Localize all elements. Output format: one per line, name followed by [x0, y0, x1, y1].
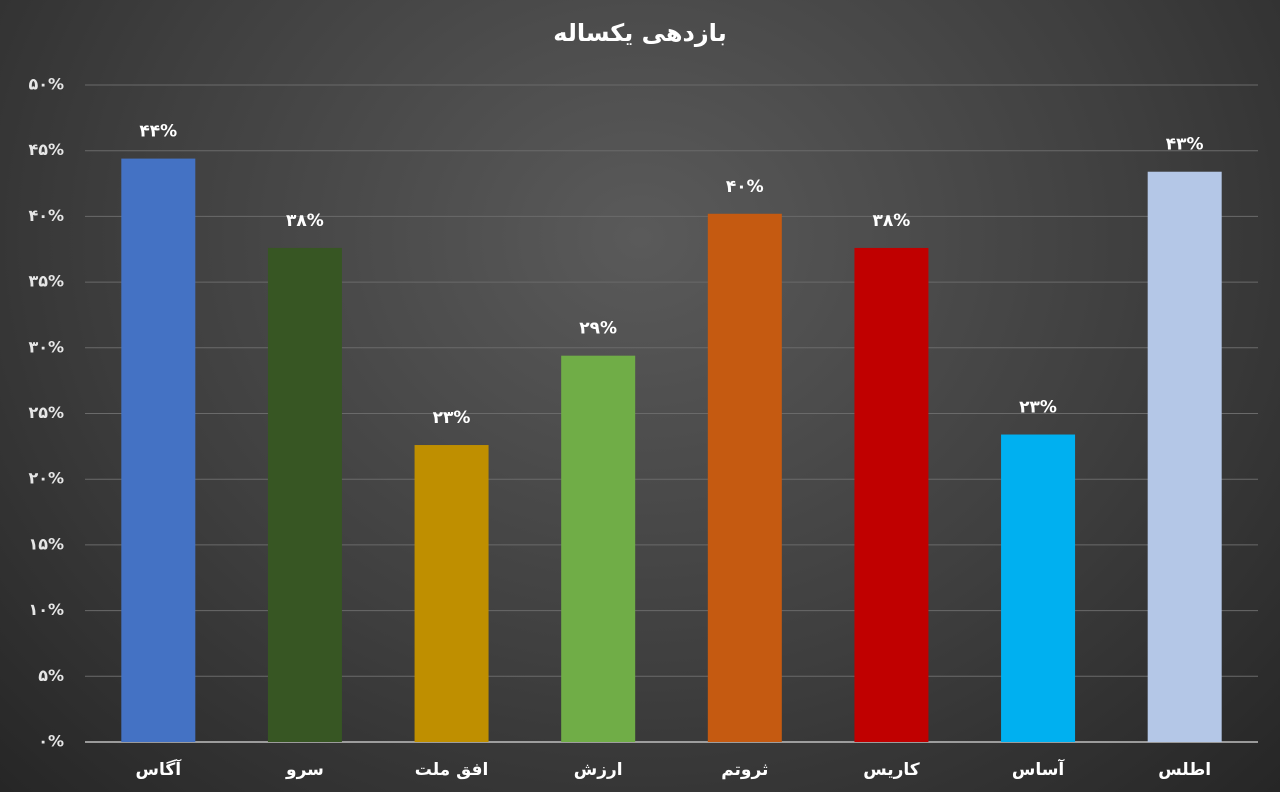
x-tick-label: کاریس	[863, 760, 920, 780]
data-label: ۴۰%	[726, 177, 764, 197]
x-tick-label: آگاس	[136, 758, 183, 780]
bar	[267, 247, 342, 742]
bar	[121, 158, 196, 743]
data-label: ۴۴%	[139, 122, 177, 142]
bar	[854, 247, 929, 742]
bar	[414, 445, 489, 742]
data-label: ۴۳%	[1166, 135, 1204, 155]
x-tick-label: اطلس	[1158, 760, 1211, 780]
y-tick-label: ۴۵%	[28, 140, 64, 159]
y-tick-label: ۳۵%	[28, 272, 64, 291]
data-label: ۲۳%	[1019, 398, 1057, 418]
bar	[561, 355, 636, 742]
data-label: ۳۸%	[873, 211, 911, 231]
x-tick-label: آساس	[1012, 758, 1066, 780]
x-tick-label: افق ملت	[415, 760, 489, 780]
y-tick-label: ۲۵%	[28, 403, 64, 422]
data-label: ۳۸%	[286, 211, 324, 231]
data-label: ۲۳%	[433, 408, 471, 428]
y-tick-label: ۰%	[38, 732, 64, 751]
data-label: ۲۹%	[579, 319, 617, 339]
x-tick-label: سرو	[285, 760, 324, 780]
y-tick-label: ۵۰%	[28, 75, 64, 94]
bar	[1001, 434, 1076, 742]
bar	[707, 213, 782, 743]
x-tick-label: ارزش	[574, 760, 623, 780]
y-tick-label: ۳۰%	[28, 337, 64, 356]
y-tick-label: ۲۰%	[28, 469, 64, 488]
x-tick-label: ثروتم	[721, 760, 768, 780]
y-tick-label: ۵%	[38, 666, 64, 685]
y-tick-label: ۴۰%	[28, 206, 64, 225]
chart-title: بازدهی یکساله	[553, 19, 726, 47]
y-tick-label: ۱۵%	[28, 534, 64, 553]
y-tick-label: ۱۰%	[28, 600, 64, 619]
bar	[1147, 171, 1222, 742]
